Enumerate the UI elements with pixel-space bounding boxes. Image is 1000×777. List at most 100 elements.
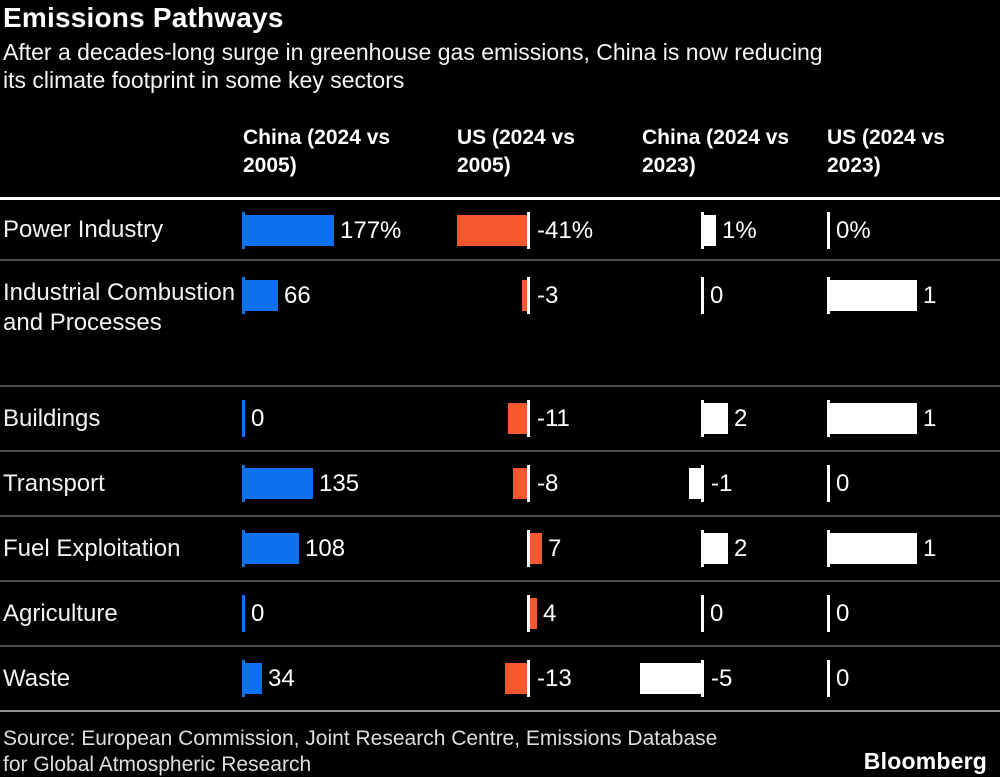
row-label: Power Industry: [3, 216, 164, 243]
bar: [704, 403, 728, 434]
column-header: US (2024 vs 2005): [457, 126, 575, 177]
chart-title: Emissions Pathways: [3, 2, 284, 33]
source-note: Source: European Commission, Joint Resea…: [3, 726, 717, 777]
bar: [830, 533, 917, 564]
chart-subtitle-line: its climate footprint in some key sector…: [3, 67, 405, 93]
bar: [245, 279, 278, 311]
value-label: 177%: [340, 216, 402, 244]
value-label: 0%: [836, 216, 871, 244]
value-label: -1: [711, 470, 733, 497]
bar: [245, 663, 262, 694]
baseline-tick: [827, 660, 830, 697]
bar: [830, 403, 917, 434]
table-row: Power Industry 177% -41% 1% 0%: [0, 201, 1000, 261]
baseline-tick: [527, 660, 530, 697]
value-label: 135: [319, 470, 360, 497]
baseline-tick: [827, 595, 830, 632]
value-label: 1%: [722, 216, 757, 244]
baseline-tick: [701, 400, 704, 437]
source-note-line: for Global Atmospheric Research: [3, 753, 312, 776]
row-label: Buildings: [3, 404, 101, 432]
baseline-tick: [242, 660, 245, 697]
bar: [704, 214, 716, 246]
value-label: 1: [923, 535, 937, 562]
bar: [245, 214, 334, 246]
chart-subtitle: After a decades-long surge in greenhouse…: [3, 38, 823, 94]
baseline-tick: [242, 211, 245, 249]
baseline-tick: [242, 465, 245, 502]
baseline-tick: [701, 530, 704, 567]
value-label: 108: [305, 535, 346, 562]
value-label: -3: [537, 281, 559, 309]
baseline-tick: [701, 595, 704, 632]
value-label: 0: [251, 600, 265, 627]
bar: [689, 468, 701, 499]
table-row: Fuel Exploitation 108 7 2 1: [0, 517, 1000, 582]
value-label: -13: [537, 665, 572, 692]
baseline-tick: [827, 530, 830, 567]
baseline-tick: [527, 595, 530, 632]
bar: [513, 468, 527, 499]
baseline-tick: [701, 465, 704, 502]
value-label: -11: [537, 405, 570, 432]
chart-body: Power Industry 177% -41% 1% 0% Industrial Com…: [0, 201, 1000, 712]
value-label: 0: [710, 281, 724, 309]
bar: [245, 533, 299, 564]
baseline-tick: [701, 211, 704, 249]
bar: [505, 663, 527, 694]
column-header: China (2024 vs 2023): [642, 126, 790, 177]
value-label: 0: [836, 600, 850, 627]
bar: [530, 598, 537, 629]
value-label: 4: [543, 600, 557, 627]
bar: [640, 663, 701, 694]
value-label: 0: [710, 600, 724, 627]
chart-subtitle-line: After a decades-long surge in greenhouse…: [3, 39, 823, 65]
value-label: 1: [923, 281, 937, 309]
value-label: 1: [923, 405, 937, 432]
column-header: China (2024 vs 2005): [243, 126, 391, 177]
baseline-tick: [827, 400, 830, 437]
bloomberg-logo: Bloomberg: [863, 748, 987, 774]
column-header: US (2024 vs 2023): [827, 126, 945, 177]
table-row: Industrial Combustion and Processes 66 -3 0…: [0, 261, 1000, 387]
baseline-tick: [242, 400, 245, 437]
bar: [457, 214, 527, 246]
source-note-line: Source: European Commission, Joint Resea…: [3, 727, 718, 750]
table-row: Agriculture 0 4 0 0: [0, 582, 1000, 647]
header-divider: [0, 197, 1000, 200]
value-label: 66: [284, 281, 311, 309]
value-label: 2: [734, 405, 748, 432]
baseline-tick: [527, 276, 530, 314]
baseline-tick: [242, 530, 245, 567]
table-row: Waste 34 -13 -5 0: [0, 647, 1000, 712]
value-label: 0: [836, 665, 850, 692]
bar: [522, 279, 527, 311]
baseline-tick: [527, 530, 530, 567]
baseline-tick: [527, 211, 530, 249]
baseline-tick: [527, 400, 530, 437]
row-label: Fuel Exploitation: [3, 534, 181, 562]
baseline-tick: [827, 465, 830, 502]
value-label: -41%: [537, 216, 594, 244]
value-label: 7: [548, 535, 562, 562]
table-row: Transport 135 -8 -1 0: [0, 452, 1000, 517]
row-label: Transport: [3, 469, 105, 497]
value-label: 34: [268, 665, 295, 692]
value-label: 0: [836, 470, 850, 497]
value-label: -8: [537, 470, 559, 497]
bar: [830, 279, 917, 311]
baseline-tick: [242, 595, 245, 632]
baseline-tick: [827, 211, 830, 249]
bar: [704, 533, 728, 564]
bar: [530, 533, 542, 564]
baseline-tick: [527, 465, 530, 502]
bar: [245, 468, 313, 499]
value-label: 0: [251, 405, 265, 432]
value-label: -5: [711, 665, 733, 692]
baseline-tick: [827, 276, 830, 314]
baseline-tick: [701, 276, 704, 314]
baseline-tick: [242, 276, 245, 314]
value-label: 2: [734, 535, 748, 562]
bar: [508, 403, 527, 434]
